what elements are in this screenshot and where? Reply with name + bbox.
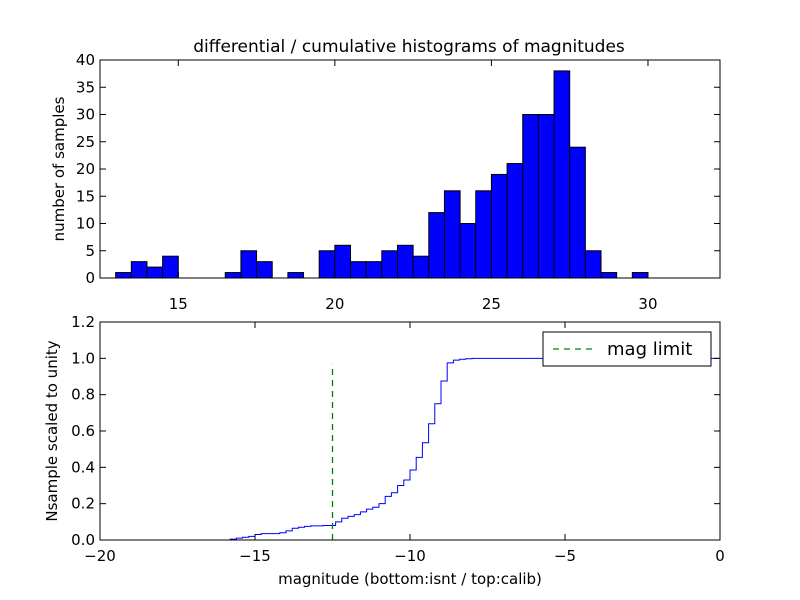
- top-x-tick-label: 15: [169, 295, 188, 313]
- histogram-bar: [553, 70, 571, 279]
- histogram-bar: [443, 190, 461, 279]
- legend-label-mag-limit: mag limit: [607, 339, 692, 360]
- bottom-x-tick-label: −20: [84, 547, 116, 565]
- legend-box: [542, 331, 712, 367]
- top-y-tick-label: 30: [76, 106, 95, 124]
- histogram-bar: [287, 272, 305, 279]
- histogram-bar: [334, 244, 352, 279]
- top-y-tick-label: 0: [85, 269, 95, 287]
- top-y-tick-label: 35: [76, 78, 95, 96]
- histogram-bar: [506, 163, 524, 279]
- top-y-tick-label: 40: [76, 51, 95, 69]
- histogram-bar: [115, 272, 132, 279]
- top-chart-title: differential / cumulative histograms of …: [193, 37, 625, 57]
- histogram-bar: [475, 190, 492, 279]
- histogram-bar: [459, 223, 477, 279]
- bottom-ticks-group: −20 −15 −10 −5 0 0.0 0.2 0.4 0.6 0.8 1.0 1.2: [71, 313, 725, 565]
- histogram-bar: [490, 173, 508, 279]
- bottom-y-tick-label: 0.4: [71, 458, 95, 476]
- histogram-bar: [522, 114, 539, 279]
- bottom-y-tick-label: 1.0: [71, 349, 95, 367]
- histogram-bar: [537, 114, 555, 279]
- bottom-y-tick-label: 0.6: [71, 422, 95, 440]
- bottom-x-axis-label: magnitude (bottom:isnt / top:calib): [278, 570, 542, 588]
- histogram-bar: [350, 261, 367, 279]
- histogram-bar: [381, 250, 398, 279]
- top-x-tick-label: 20: [325, 295, 344, 313]
- bottom-x-tick-label: −10: [394, 547, 426, 565]
- histogram-bar: [396, 244, 414, 279]
- top-plot-frame: [99, 59, 721, 279]
- legend: mag limit: [542, 331, 712, 367]
- top-y-tick-label: 25: [76, 133, 95, 151]
- bottom-y-tick-label: 0.2: [71, 495, 95, 513]
- bottom-plot-frame: [99, 321, 721, 541]
- histogram-bar: [412, 255, 430, 279]
- top-y-tick-label: 5: [85, 242, 95, 260]
- histogram-bar: [600, 272, 618, 279]
- top-histogram-panel: differential / cumulative histograms of …: [50, 37, 721, 313]
- histogram-bar: [318, 250, 336, 279]
- bottom-lines-group: [100, 357, 721, 541]
- histogram-bar: [569, 146, 586, 279]
- histogram-bar: [130, 261, 148, 279]
- bottom-y-axis-label: Nsample scaled to unity: [43, 340, 61, 521]
- histogram-bar: [162, 255, 179, 279]
- top-x-tick-label: 25: [482, 295, 501, 313]
- bottom-y-tick-label: 0.0: [71, 531, 95, 549]
- bottom-cumulative-panel: −20 −15 −10 −5 0 0.0 0.2 0.4 0.6 0.8 1.0 1.2 magnit…: [43, 313, 725, 588]
- top-y-tick-label: 15: [76, 187, 95, 205]
- histogram-bar: [428, 212, 445, 279]
- top-bars-group: [115, 70, 649, 279]
- top-x-tick-label: 30: [638, 295, 657, 313]
- histogram-bar: [256, 261, 273, 279]
- histogram-bar: [631, 272, 649, 279]
- bottom-y-tick-label: 0.8: [71, 386, 95, 404]
- bottom-x-tick-label: −15: [239, 547, 271, 565]
- top-y-tick-label: 10: [76, 215, 95, 233]
- histogram-bar: [365, 261, 383, 279]
- top-y-tick-label: 20: [76, 160, 95, 178]
- histogram-bar: [224, 272, 242, 279]
- top-y-axis-label: number of samples: [50, 96, 68, 241]
- bottom-x-tick-label: 0: [715, 547, 725, 565]
- cumulative-step-line: [100, 357, 721, 541]
- histogram-bar: [584, 250, 602, 279]
- histogram-bar: [146, 266, 164, 279]
- bottom-x-tick-label: −5: [554, 547, 576, 565]
- bottom-y-tick-label: 1.2: [71, 313, 95, 331]
- histogram-bar: [240, 250, 258, 279]
